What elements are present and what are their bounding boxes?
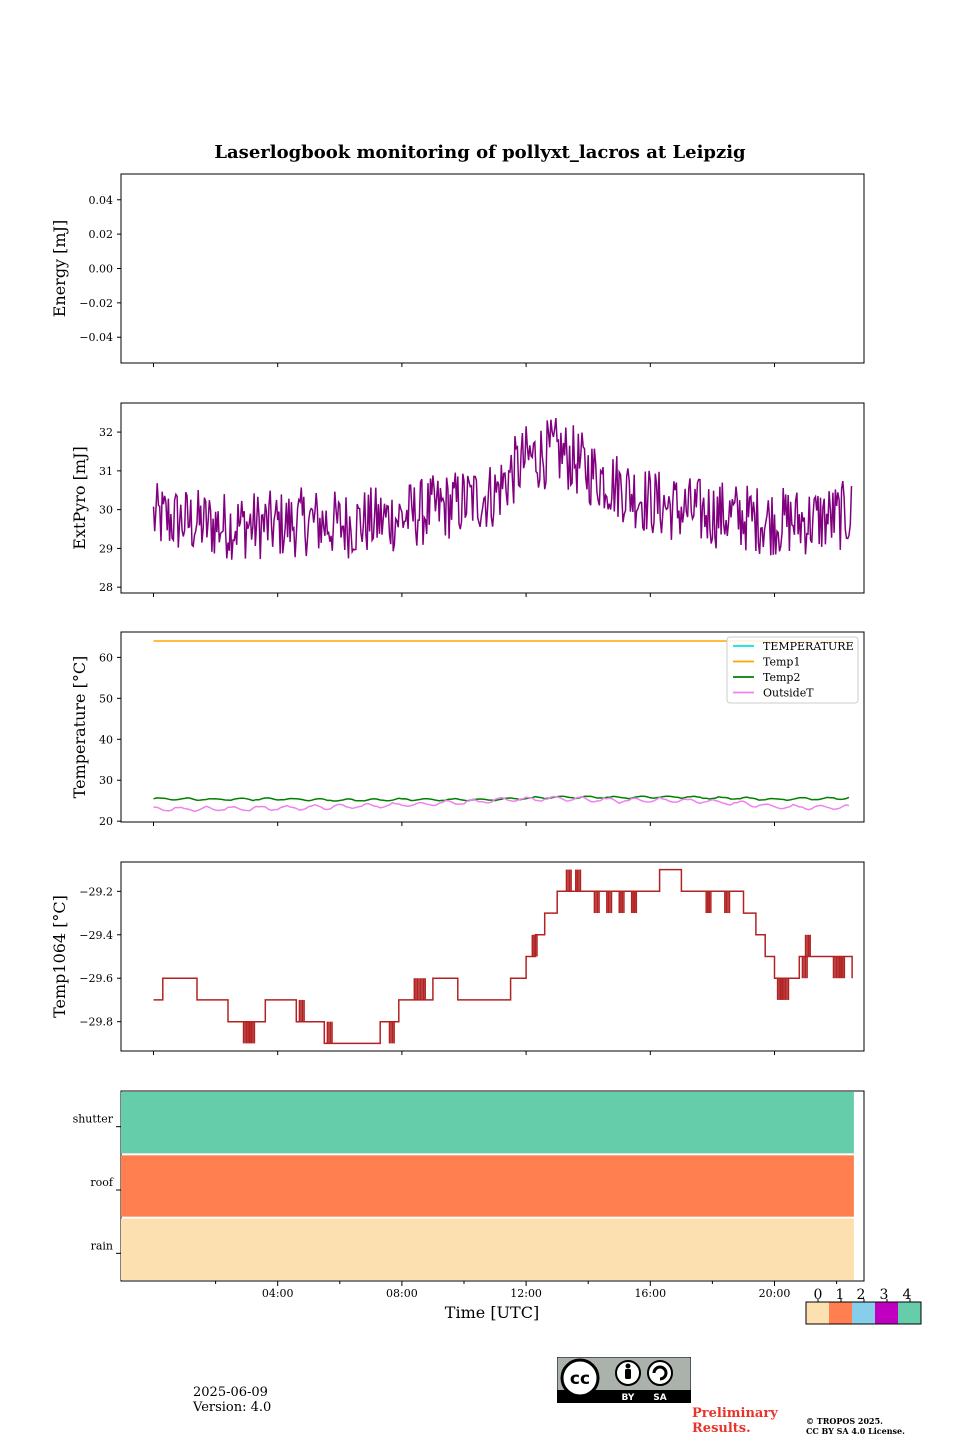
x-tick-label: 04:00 bbox=[262, 1287, 294, 1300]
y-tick-label: 30 bbox=[99, 504, 113, 517]
figure-title: Laserlogbook monitoring of pollyxt_lacro… bbox=[214, 142, 746, 163]
colorbar-cell-1 bbox=[829, 1302, 852, 1324]
colorbar-label-3: 3 bbox=[880, 1287, 889, 1303]
y-tick-label: 40 bbox=[99, 733, 113, 746]
colorbar-cell-2 bbox=[852, 1302, 875, 1324]
y-tick-label: 29 bbox=[99, 542, 113, 555]
panel-extpyro: 28 29 30 31 32 ExtPyro [mJ] bbox=[70, 402, 865, 597]
x-axis-label: Time [UTC] bbox=[445, 1303, 539, 1322]
y-tick-label: −29.8 bbox=[79, 1016, 113, 1029]
cc-by-sa-logo: cc BY SA bbox=[557, 1357, 691, 1403]
legend-label-temp2: Temp2 bbox=[763, 671, 800, 684]
y-tick-label-roof: roof bbox=[90, 1176, 114, 1189]
preliminary-results-note: Preliminary Results. bbox=[692, 1406, 778, 1436]
colorbar-cell-4 bbox=[898, 1302, 921, 1324]
preliminary-line: Preliminary bbox=[692, 1406, 778, 1421]
cc-text: cc bbox=[570, 1369, 590, 1389]
panel-energy: −0.04 −0.02 0.00 0.02 0.04 Energy [mJ] bbox=[50, 173, 865, 367]
copyright-line-2: CC BY SA 4.0 License. bbox=[806, 1426, 905, 1436]
series-line-temp2 bbox=[153, 795, 850, 802]
series-line-extpyro bbox=[152, 418, 853, 560]
x-tick-label: 12:00 bbox=[510, 1287, 542, 1300]
y-tick-label: 60 bbox=[99, 651, 113, 664]
colorbar-label-1: 1 bbox=[836, 1287, 845, 1303]
y-tick-label: 28 bbox=[99, 581, 113, 594]
legend-frame bbox=[726, 636, 859, 704]
y-axis-label-extpyro: ExtPyro [mJ] bbox=[70, 446, 89, 549]
panel-frame bbox=[120, 402, 865, 594]
panel-temperature: 20 30 40 50 60 Temperature [°C] TEMPERATURE Tem… bbox=[70, 631, 865, 828]
colorbar-label-0: 0 bbox=[814, 1287, 823, 1303]
copyright-line-1: © TROPOS 2025. bbox=[806, 1416, 883, 1426]
y-tick-label: 20 bbox=[99, 815, 113, 828]
colorbar-cell-0 bbox=[806, 1302, 829, 1324]
panels: −0.04 −0.02 0.00 0.02 0.04 Energy [mJ] 28 29 30 3… bbox=[50, 173, 865, 1300]
y-tick-label: 0.00 bbox=[89, 263, 114, 276]
y-tick-label-shutter: shutter bbox=[73, 1113, 114, 1126]
y-tick-label: 0.04 bbox=[89, 194, 114, 207]
sa-text: SA bbox=[653, 1393, 666, 1403]
panel-frame bbox=[120, 173, 865, 364]
panel-frame bbox=[120, 631, 865, 823]
status-bar-rain bbox=[121, 1218, 854, 1280]
y-axis-label-temperature: Temperature [°C] bbox=[70, 656, 89, 799]
status-bar-shutter bbox=[121, 1092, 854, 1154]
y-tick-label: −0.02 bbox=[79, 297, 113, 310]
panel-frame bbox=[120, 861, 865, 1052]
y-tick-label: −29.6 bbox=[79, 972, 113, 985]
version-label: Version: 4.0 bbox=[193, 1400, 272, 1415]
by-text: BY bbox=[622, 1393, 635, 1403]
y-tick-label: 0.02 bbox=[89, 228, 114, 241]
x-tick-label: 20:00 bbox=[759, 1287, 791, 1300]
colorbar-label-2: 2 bbox=[857, 1287, 866, 1303]
y-tick-label: 30 bbox=[99, 774, 113, 787]
y-tick-label: 31 bbox=[99, 465, 113, 478]
y-tick-label: −0.04 bbox=[79, 331, 113, 344]
legend-label-outsidet: OutsideT bbox=[763, 687, 814, 700]
y-tick-label: 32 bbox=[99, 426, 113, 439]
panel-status: rain roof shutter 04:00 08:00 12:00 16:00 20:00 bbox=[73, 1090, 865, 1300]
y-tick-label: −29.2 bbox=[79, 885, 113, 898]
copyright-note: © TROPOS 2025. CC BY SA 4.0 License. bbox=[806, 1416, 905, 1436]
y-tick-label: −29.4 bbox=[79, 929, 113, 942]
colorbar-cell-3 bbox=[875, 1302, 898, 1324]
colorbar-label-4: 4 bbox=[903, 1287, 912, 1303]
y-tick-label-rain: rain bbox=[91, 1239, 113, 1252]
results-line: Results. bbox=[692, 1421, 751, 1436]
panel-temp1064: −29.8 −29.6 −29.4 −29.2 Temp1064 [°C] bbox=[50, 861, 865, 1055]
series-line-outsidet bbox=[153, 795, 850, 812]
y-axis-label-temp1064: Temp1064 [°C] bbox=[50, 895, 69, 1018]
x-tick-label: 16:00 bbox=[634, 1287, 666, 1300]
date-label: 2025-06-09 bbox=[193, 1385, 268, 1400]
legend-label-temperature: TEMPERATURE bbox=[763, 640, 854, 653]
legend: TEMPERATURE Temp1 Temp2 OutsideT bbox=[726, 636, 859, 704]
series-line-temp1064 bbox=[153, 868, 853, 1045]
legend-label-temp1: Temp1 bbox=[763, 656, 800, 669]
y-tick-label: 50 bbox=[99, 692, 113, 705]
colorbar-frame bbox=[805, 1301, 922, 1325]
status-bar-roof bbox=[121, 1155, 854, 1217]
y-axis-label-energy: Energy [mJ] bbox=[50, 220, 69, 318]
x-tick-label: 08:00 bbox=[386, 1287, 418, 1300]
